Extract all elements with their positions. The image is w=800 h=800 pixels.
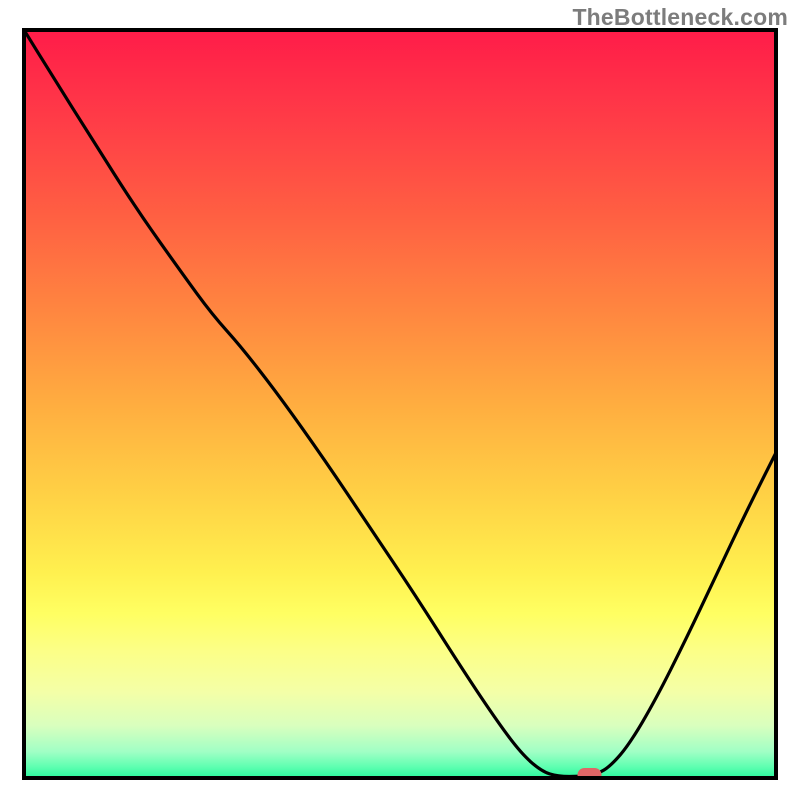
gradient-background bbox=[24, 30, 776, 778]
bottleneck-chart bbox=[0, 0, 800, 800]
chart-stage: TheBottleneck.com bbox=[0, 0, 800, 800]
watermark-text: TheBottleneck.com bbox=[572, 4, 788, 31]
